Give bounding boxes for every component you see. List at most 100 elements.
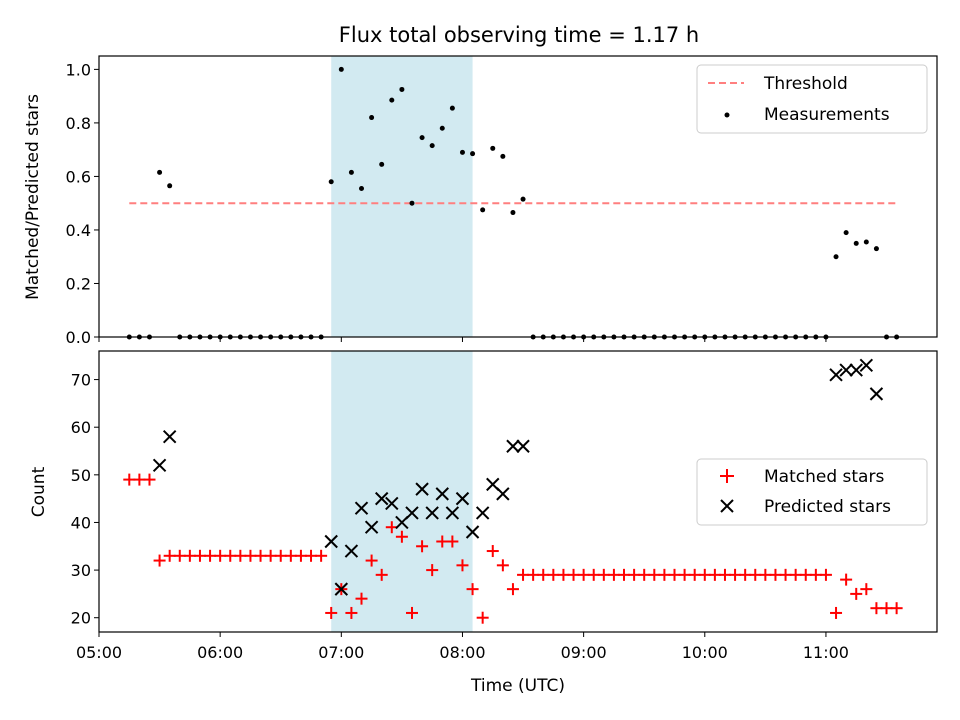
matched-stars-point xyxy=(395,530,408,543)
matched-stars-point xyxy=(547,568,560,581)
matched-stars-point xyxy=(224,549,237,562)
measurements-point xyxy=(338,66,344,72)
measurements-point xyxy=(348,169,354,175)
bottom-legend: Matched stars Predicted stars xyxy=(696,458,928,526)
matched-stars-point xyxy=(618,568,631,581)
matched-stars-point xyxy=(173,549,186,562)
matched-stars-point xyxy=(648,568,661,581)
matched-stars-point xyxy=(587,568,600,581)
measurements-point xyxy=(409,200,415,206)
y-tick-label: 1.0 xyxy=(66,60,91,79)
matched-stars-point xyxy=(254,549,267,562)
predicted-stars-point-stroke-b xyxy=(455,491,470,506)
top-x-ticks xyxy=(98,337,827,342)
measurements-point xyxy=(369,115,375,121)
bottom-y-ticks: 20 30 40 50 60 70 xyxy=(71,371,99,628)
matched-stars-point xyxy=(527,568,540,581)
measurements-point xyxy=(863,239,869,245)
matched-stars-point xyxy=(557,568,570,581)
matched-stars-point xyxy=(729,568,742,581)
matched-stars-point xyxy=(769,568,782,581)
matched-stars-point xyxy=(133,473,146,486)
predicted-stars-point-stroke-b xyxy=(445,506,460,520)
matched-stars-point xyxy=(476,611,489,624)
predicted-stars-point-stroke-b xyxy=(324,534,338,549)
matched-stars-point xyxy=(466,583,479,596)
predicted-stars-point xyxy=(496,487,510,501)
predicted-stars-point-stroke-b xyxy=(162,430,177,444)
matched-stars-point xyxy=(597,568,610,581)
measurements-point xyxy=(480,207,486,213)
predicted-stars-legend-swatch xyxy=(720,499,734,513)
predicted-stars-point xyxy=(435,487,449,501)
x-tick-label: 08:00 xyxy=(439,643,485,662)
measurements-point xyxy=(853,240,859,246)
measurements-point xyxy=(449,105,455,111)
bottom-legend-frame xyxy=(696,458,928,526)
measurements-point xyxy=(833,254,839,260)
bottom-x-axis-label: Time (UTC) xyxy=(470,676,565,696)
y-tick-label: 0.6 xyxy=(66,167,91,186)
matched-stars-point xyxy=(688,568,701,581)
y-tick-label: 70 xyxy=(71,371,91,390)
top-y-ticks: 0.0 0.2 0.4 0.6 0.8 1.0 xyxy=(66,60,99,347)
matched-stars-point xyxy=(789,568,802,581)
matched-stars-point xyxy=(355,592,368,605)
predicted-stars-point-stroke-b xyxy=(344,544,359,558)
top-marks xyxy=(126,66,900,340)
matched-stars-point xyxy=(658,568,671,581)
measurements-point xyxy=(459,149,465,155)
predicted-stars-point-stroke-b xyxy=(415,482,429,496)
y-tick-label: 50 xyxy=(71,466,91,485)
matched-stars-legend-label: Matched stars xyxy=(764,467,884,487)
matched-stars-point xyxy=(880,602,893,615)
predicted-stars-point-stroke-b xyxy=(506,439,520,453)
measurements-point xyxy=(167,183,173,189)
matched-stars-point xyxy=(577,568,590,581)
measurements-point xyxy=(328,179,334,185)
bottom-axes-frame xyxy=(98,350,938,633)
predicted-stars-point xyxy=(465,525,480,539)
matched-stars-point xyxy=(204,549,217,562)
y-tick-label: 40 xyxy=(71,513,91,532)
matched-stars-point xyxy=(214,549,227,562)
matched-stars-point xyxy=(325,606,338,619)
y-tick-label: 0.4 xyxy=(66,221,91,240)
predicted-stars-point xyxy=(415,482,429,496)
bottom-y-axis-label: Count xyxy=(29,466,49,517)
measurements-point xyxy=(419,135,425,141)
matched-stars-point xyxy=(284,549,297,562)
bottom-marks xyxy=(123,358,903,624)
matched-stars-point xyxy=(830,606,843,619)
matched-stars-point xyxy=(456,559,469,572)
predicted-stars-point-stroke-b xyxy=(334,582,349,596)
matched-stars-point xyxy=(517,568,530,581)
predicted-stars-point xyxy=(839,363,853,377)
matched-stars-point xyxy=(416,540,429,553)
predicted-stars-point-stroke-b xyxy=(385,496,399,511)
matched-stars-point xyxy=(486,545,499,558)
matched-stars-point xyxy=(405,606,418,619)
predicted-stars-point xyxy=(506,439,520,453)
predicted-stars-point-stroke-b xyxy=(869,387,884,401)
matched-stars-point xyxy=(850,587,863,600)
chart-title: Flux total observing time = 1.17 h xyxy=(339,23,699,47)
matched-stars-point xyxy=(567,568,580,581)
bottom-panel: 20 30 40 50 60 70 05:00 06:00 07:00 08:00 09:00 10… xyxy=(29,350,938,696)
predicted-stars-point xyxy=(859,358,874,372)
top-panel: 0.0 0.2 0.4 0.6 0.8 1.0 Matched/Predicted sta… xyxy=(23,55,938,347)
measurements-point xyxy=(429,143,435,149)
measurements-point xyxy=(873,246,879,252)
measurements-point xyxy=(520,196,526,202)
predicted-stars-point xyxy=(324,534,338,549)
matched-stars-point xyxy=(698,568,711,581)
matched-stars-point xyxy=(628,568,641,581)
matched-stars-point xyxy=(799,568,812,581)
matched-stars-point xyxy=(153,554,166,567)
predicted-stars-point-stroke-b xyxy=(839,363,853,377)
matched-stars-point xyxy=(123,473,136,486)
predicted-stars-point-stroke-b xyxy=(354,501,369,515)
predicted-stars-point xyxy=(162,430,177,444)
predicted-stars-point xyxy=(405,506,419,520)
predicted-stars-point xyxy=(152,458,167,473)
